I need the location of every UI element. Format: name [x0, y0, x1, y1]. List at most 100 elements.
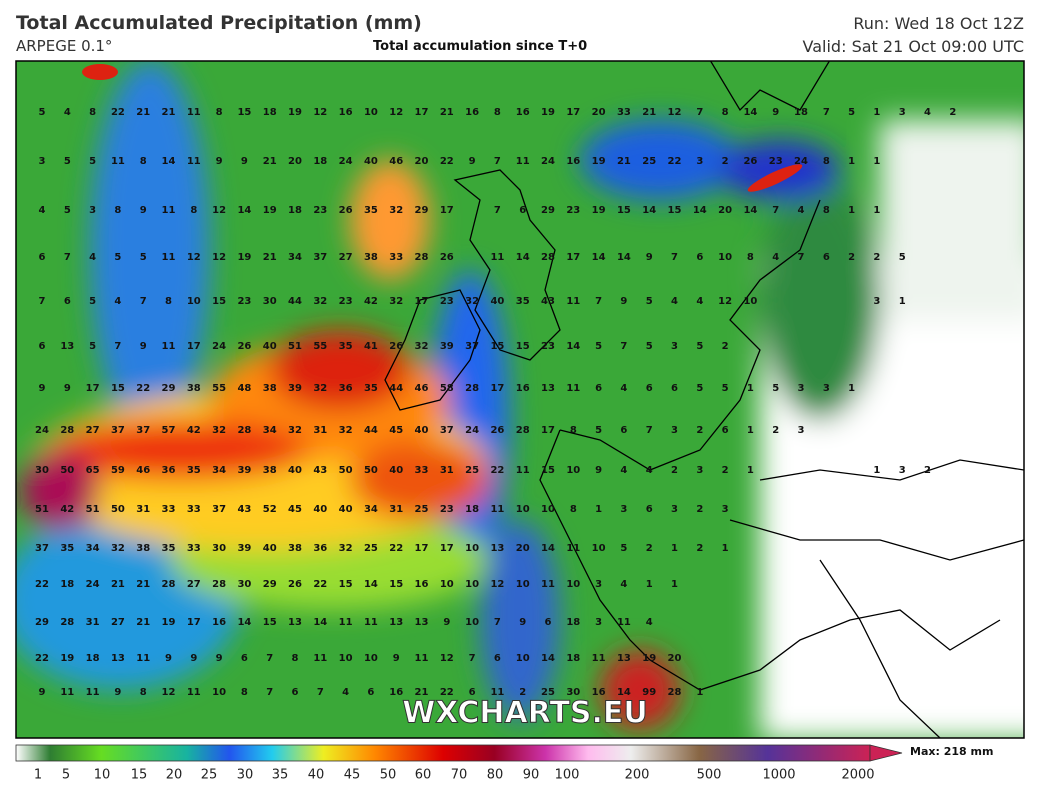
grid-value: 45 — [288, 504, 302, 515]
grid-value: 10 — [364, 653, 378, 664]
grid-value: 28 — [668, 687, 682, 698]
grid-value: 51 — [86, 504, 100, 515]
grid-value: 20 — [668, 653, 682, 664]
legend-tick: 30 — [237, 768, 254, 783]
grid-value: 17 — [415, 543, 429, 554]
grid-value: 11 — [516, 465, 530, 476]
grid-value: 1 — [722, 543, 729, 554]
grid-value: 14 — [617, 252, 631, 263]
grid-value: 9 — [620, 296, 627, 307]
grid-value: 4 — [696, 296, 703, 307]
grid-value: 11 — [541, 579, 555, 590]
grid-value: 44 — [364, 425, 378, 436]
grid-value: 9 — [595, 465, 602, 476]
grid-value: 7 — [823, 107, 830, 118]
grid-value: 25 — [465, 465, 479, 476]
grid-value: 19 — [592, 205, 606, 216]
grid-value: 16 — [212, 617, 226, 628]
grid-value: 4 — [64, 107, 71, 118]
grid-value: 10 — [516, 579, 530, 590]
grid-value: 5 — [848, 107, 855, 118]
grid-value: 17 — [415, 107, 429, 118]
grid-value: 22 — [440, 687, 454, 698]
grid-value: 28 — [415, 252, 429, 263]
grid-value: 19 — [642, 653, 656, 664]
grid-value: 10 — [465, 543, 479, 554]
grid-value: 7 — [671, 252, 678, 263]
grid-value: 14 — [237, 617, 251, 628]
grid-value: 1 — [848, 205, 855, 216]
grid-value: 51 — [288, 341, 302, 352]
grid-value: 28 — [60, 617, 74, 628]
grid-value: 6 — [39, 252, 46, 263]
grid-value: 28 — [212, 579, 226, 590]
grid-value: 23 — [440, 504, 454, 515]
grid-value: 17 — [566, 107, 580, 118]
grid-value: 16 — [566, 156, 580, 167]
grid-value: 5 — [140, 252, 147, 263]
valid: Valid: Sat 21 Oct 09:00 UTC — [802, 37, 1024, 56]
colorbar-arrow — [869, 744, 903, 762]
grid-value: 9 — [114, 687, 121, 698]
grid-value: 1 — [595, 504, 602, 515]
grid-value: 8 — [570, 425, 577, 436]
model: ARPEGE 0.1° — [16, 37, 113, 55]
grid-value: 1 — [899, 296, 906, 307]
grid-value: 5 — [64, 156, 71, 167]
grid-value: 16 — [516, 107, 530, 118]
grid-value: 6 — [469, 687, 476, 698]
grid-value: 14 — [516, 252, 530, 263]
grid-value: 17 — [415, 296, 429, 307]
grid-value: 2 — [924, 465, 931, 476]
grid-value: 20 — [415, 156, 429, 167]
grid-value: 1 — [671, 579, 678, 590]
grid-value: 14 — [541, 543, 555, 554]
grid-value: 21 — [136, 579, 150, 590]
grid-value: 35 — [162, 543, 176, 554]
grid-value: 37 — [111, 425, 125, 436]
grid-value: 5 — [64, 205, 71, 216]
grid-value: 27 — [86, 425, 100, 436]
grid-value: 26 — [440, 252, 454, 263]
grid-value: 3 — [39, 156, 46, 167]
grid-value: 11 — [313, 653, 327, 664]
grid-value: 18 — [566, 653, 580, 664]
grid-value: 4 — [798, 205, 805, 216]
grid-value: 5 — [646, 296, 653, 307]
grid-value: 21 — [111, 579, 125, 590]
grid-value: 1 — [696, 687, 703, 698]
grid-value: 12 — [668, 107, 682, 118]
grid-value: 21 — [263, 156, 277, 167]
grid-value: 25 — [541, 687, 555, 698]
grid-value: 11 — [592, 653, 606, 664]
grid-value: 2 — [873, 252, 880, 263]
legend-tick: 25 — [201, 768, 218, 783]
grid-value: 4 — [89, 252, 96, 263]
grid-value: 3 — [696, 156, 703, 167]
grid-value: 11 — [60, 687, 74, 698]
grid-value: 21 — [136, 617, 150, 628]
grid-value: 12 — [718, 296, 732, 307]
max-label: Max: 218 mm — [910, 745, 993, 758]
grid-value: 34 — [288, 252, 302, 263]
grid-value: 24 — [465, 425, 479, 436]
grid-value: 10 — [465, 617, 479, 628]
legend-tick: 2000 — [841, 768, 874, 783]
grid-value: 28 — [541, 252, 555, 263]
grid-value: 20 — [718, 205, 732, 216]
grid-value: 4 — [620, 383, 627, 394]
grid-value: 23 — [237, 296, 251, 307]
subtitle: Total accumulation since T+0 — [373, 39, 588, 54]
grid-value: 11 — [490, 504, 504, 515]
colorbar — [15, 744, 871, 762]
grid-value: 32 — [389, 205, 403, 216]
grid-value: 17 — [86, 383, 100, 394]
grid-value: 6 — [620, 425, 627, 436]
grid-value: 14 — [592, 252, 606, 263]
grid-value: 17 — [440, 543, 454, 554]
grid-value: 21 — [440, 107, 454, 118]
grid-value: 7 — [469, 653, 476, 664]
grid-value: 59 — [111, 465, 125, 476]
grid-value: 9 — [140, 341, 147, 352]
grid-value: 15 — [389, 579, 403, 590]
